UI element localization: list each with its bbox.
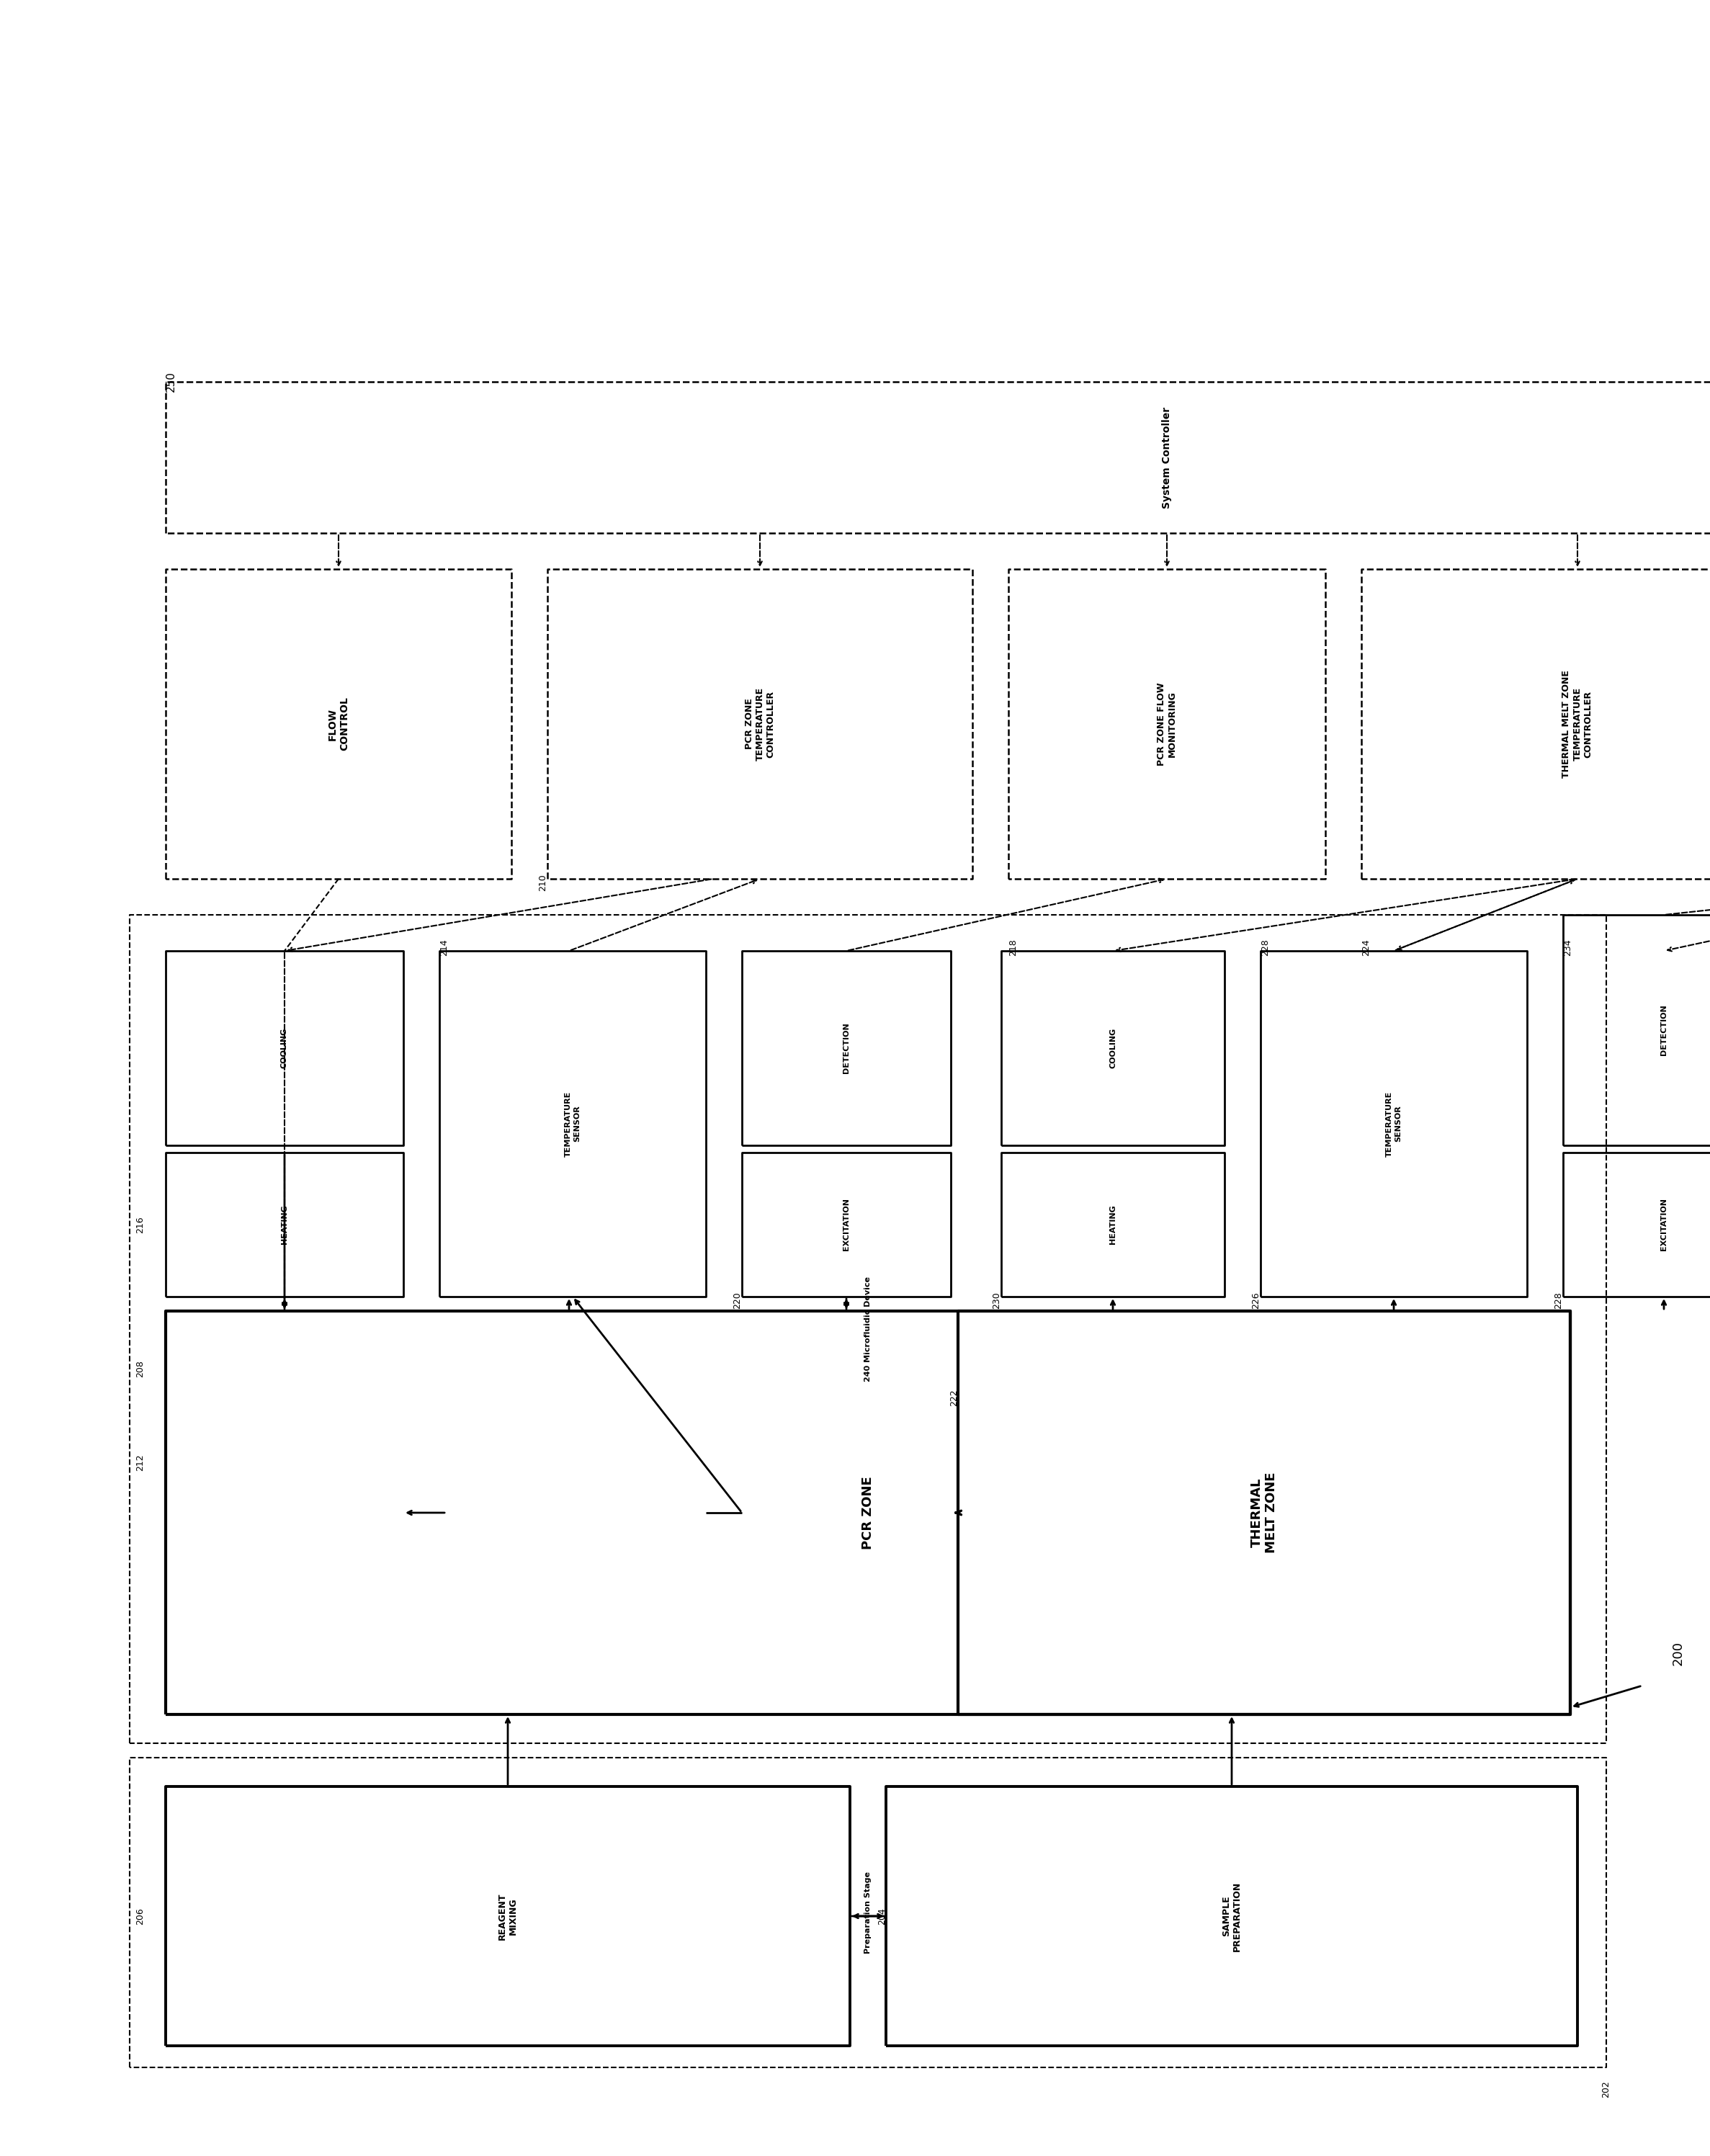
Text: TEMPERATURE
SENSOR: TEMPERATURE SENSOR: [1387, 1091, 1402, 1156]
Text: 240 Microfluidic Device: 240 Microfluidic Device: [864, 1276, 872, 1382]
Text: COOLING: COOLING: [280, 1028, 287, 1069]
Text: TEMPERATURE
SENSOR: TEMPERATURE SENSOR: [564, 1091, 580, 1156]
Text: SAMPLE
PREPARATION: SAMPLE PREPARATION: [1221, 1880, 1241, 1951]
Polygon shape: [1563, 914, 1710, 1145]
Text: 210: 210: [539, 873, 547, 890]
Text: HEATING: HEATING: [280, 1205, 287, 1244]
Text: 216: 216: [135, 1216, 145, 1233]
Polygon shape: [166, 382, 1710, 533]
Text: 250: 250: [166, 371, 176, 392]
Text: 208: 208: [135, 1360, 145, 1378]
Polygon shape: [958, 1311, 1570, 1714]
Text: Preparation Stage: Preparation Stage: [864, 1871, 872, 1953]
Text: 228: 228: [1260, 938, 1271, 955]
Text: 234: 234: [1563, 938, 1573, 955]
Text: PCR ZONE FLOW
MONITORING: PCR ZONE FLOW MONITORING: [1156, 681, 1176, 765]
Text: 212: 212: [135, 1453, 145, 1470]
Text: 200: 200: [1672, 1641, 1684, 1664]
Text: 218: 218: [1009, 938, 1017, 955]
Polygon shape: [1260, 951, 1527, 1296]
Text: COOLING: COOLING: [1110, 1028, 1117, 1069]
Polygon shape: [166, 1153, 404, 1296]
Text: 206: 206: [135, 1908, 145, 1925]
Polygon shape: [130, 1757, 1606, 2068]
Text: 222: 222: [949, 1388, 959, 1406]
Text: System Controller: System Controller: [1161, 407, 1171, 509]
Polygon shape: [1002, 1153, 1224, 1296]
Text: 224: 224: [1361, 938, 1371, 955]
Polygon shape: [166, 569, 511, 880]
Text: FLOW
CONTROL: FLOW CONTROL: [328, 696, 349, 750]
Text: 214: 214: [439, 938, 448, 955]
Polygon shape: [742, 1153, 951, 1296]
Text: 226: 226: [1252, 1291, 1260, 1309]
Text: PCR ZONE
TEMPERATURE
CONTROLLER: PCR ZONE TEMPERATURE CONTROLLER: [744, 688, 775, 761]
Polygon shape: [1563, 1153, 1710, 1296]
Polygon shape: [439, 951, 706, 1296]
Polygon shape: [886, 1787, 1577, 2046]
Polygon shape: [1361, 569, 1710, 880]
Text: HEATING: HEATING: [1110, 1205, 1117, 1244]
Text: 230: 230: [992, 1291, 1002, 1309]
Polygon shape: [166, 1311, 1570, 1714]
Text: 228: 228: [1554, 1291, 1563, 1309]
Text: 204: 204: [877, 1908, 887, 1925]
Text: EXCITATION: EXCITATION: [843, 1199, 850, 1250]
Polygon shape: [1009, 569, 1325, 880]
Text: 220: 220: [732, 1291, 742, 1309]
Text: DETECTION: DETECTION: [1660, 1005, 1667, 1056]
Polygon shape: [130, 914, 1606, 1744]
Text: THERMAL
MELT ZONE: THERMAL MELT ZONE: [1250, 1473, 1277, 1552]
Text: THERMAL MELT ZONE
TEMPERATURE
CONTROLLER: THERMAL MELT ZONE TEMPERATURE CONTROLLER: [1561, 671, 1594, 778]
Text: PCR ZONE: PCR ZONE: [862, 1477, 874, 1550]
Text: EXCITATION: EXCITATION: [1660, 1199, 1667, 1250]
Polygon shape: [166, 1787, 850, 2046]
Polygon shape: [742, 951, 951, 1145]
Polygon shape: [1002, 951, 1224, 1145]
Text: REAGENT
MIXING: REAGENT MIXING: [498, 1893, 518, 1940]
Polygon shape: [547, 569, 973, 880]
Text: DETECTION: DETECTION: [843, 1022, 850, 1074]
Text: 202: 202: [1602, 2081, 1611, 2098]
Polygon shape: [166, 951, 404, 1145]
